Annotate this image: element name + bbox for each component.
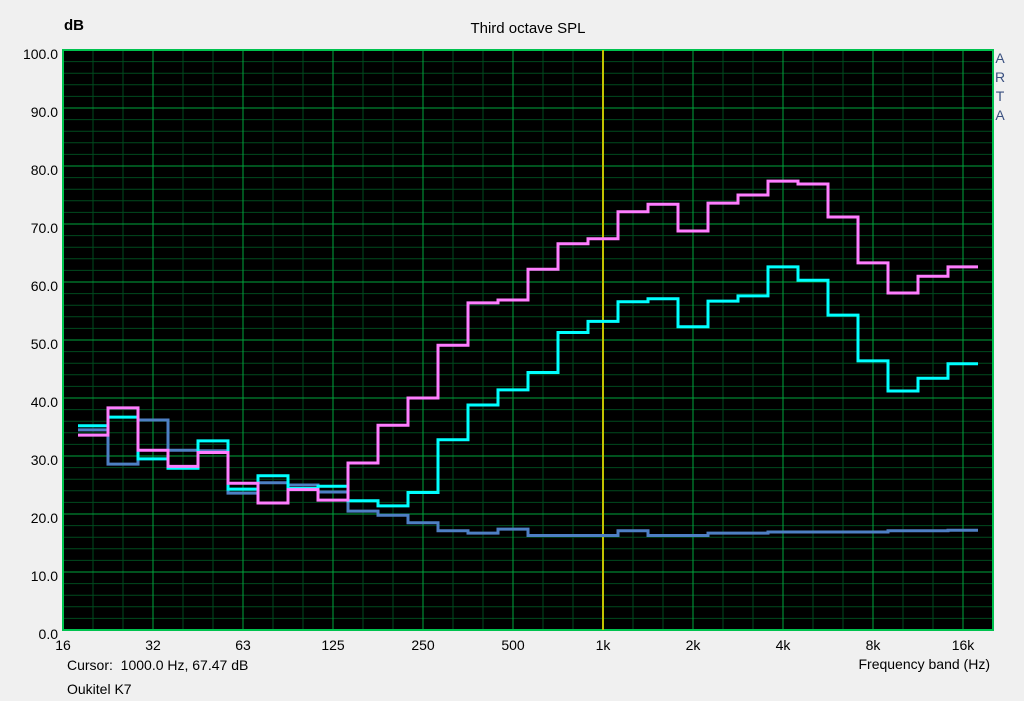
y-tick-label: 0.0 (38, 626, 58, 642)
x-tick-label: 500 (501, 637, 525, 653)
x-tick-label: 8k (865, 637, 881, 653)
x-tick-label: 16k (951, 637, 975, 653)
cursor-readout: Cursor: 1000.0 Hz, 67.47 dB (67, 657, 249, 673)
trace-noise-floor-blue (78, 418, 978, 537)
y-tick-label: 70.0 (30, 220, 58, 236)
x-tick-label: 32 (145, 637, 161, 653)
trace-overlay-magenta (78, 179, 978, 505)
plot-frame (62, 49, 994, 631)
device-name: Oukitel K7 (67, 681, 132, 697)
y-tick-label: 90.0 (30, 104, 58, 120)
x-tick-label: 1k (595, 637, 611, 653)
x-tick-label: 63 (235, 637, 251, 653)
y-tick-label: 40.0 (30, 394, 58, 410)
arta-watermark: A R T A (995, 50, 1006, 123)
y-tick-label: 80.0 (30, 162, 58, 178)
y-tick-label: 10.0 (30, 568, 58, 584)
x-axis-label: Frequency band (Hz) (858, 656, 990, 672)
x-tick-label: 125 (321, 637, 345, 653)
y-axis-unit-label: dB (64, 17, 84, 34)
x-tick-label: 4k (775, 637, 791, 653)
x-tick-label: 250 (411, 637, 435, 653)
y-tick-label: 30.0 (30, 452, 58, 468)
y-tick-label: 50.0 (30, 336, 58, 352)
y-tick-label: 100.0 (22, 46, 58, 62)
x-tick-label: 2k (685, 637, 701, 653)
x-tick-label: 16 (55, 637, 71, 653)
y-tick-label: 60.0 (30, 278, 58, 294)
y-tick-label: 20.0 (30, 510, 58, 526)
chart-title: Third octave SPL (470, 20, 586, 37)
